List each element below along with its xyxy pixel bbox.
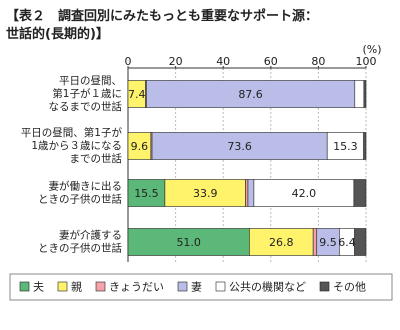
legend-label: 妻	[191, 281, 202, 294]
value-label: 73.6	[227, 140, 252, 153]
chart-title: 【表２ 調査回別にみたもっとも重要なサポート源：世話的(長期的)】	[6, 8, 318, 42]
x-tick-label: 20	[169, 55, 183, 68]
value-label: 26.8	[269, 236, 294, 249]
legend-swatch	[215, 281, 226, 292]
value-label: 42.0	[292, 187, 317, 200]
bar-segment	[326, 132, 364, 160]
value-label: 87.6	[238, 88, 263, 101]
bar-segment	[249, 228, 314, 256]
category-label: 平日の昼間、第1子が１歳になるまでの世話	[49, 75, 123, 113]
value-label: 33.9	[193, 187, 218, 200]
bar-segment	[363, 132, 367, 160]
x-tick-label: 40	[216, 55, 230, 68]
legend-label: きょうだい	[109, 281, 164, 294]
x-tick-label: 0	[125, 55, 132, 68]
bar-segment	[354, 80, 365, 108]
x-tick-label: 80	[311, 55, 325, 68]
bar-segment	[127, 179, 166, 207]
legend-swatch	[95, 281, 106, 292]
value-label: 7.4	[128, 88, 146, 101]
bar-segment	[247, 179, 255, 207]
value-label: 6.4	[338, 236, 356, 249]
value-label: 9.5	[319, 236, 337, 249]
x-tick-label: 100	[356, 55, 377, 68]
x-tick-label: 60	[264, 55, 278, 68]
bar-segment	[312, 228, 318, 256]
bar-segment	[353, 179, 367, 207]
bar-segment	[146, 80, 356, 108]
legend-label: 夫	[33, 281, 44, 294]
category-label: 妻が働きに出るときの子供の世話	[38, 180, 122, 206]
bar-segment	[127, 228, 250, 256]
category-label: 平日の昼間、第1子が 1歳から３歳になるまでの世話	[21, 126, 123, 165]
legend-label: その他	[333, 281, 366, 294]
bar-segment	[151, 132, 328, 160]
value-label: 9.6	[131, 140, 149, 153]
bar-segment	[164, 179, 246, 207]
unit-label: (%)	[362, 43, 381, 56]
legend-swatch	[177, 281, 188, 292]
legend-label: 親	[71, 281, 82, 294]
legend-swatch	[57, 281, 68, 292]
bar-segment	[354, 228, 367, 256]
value-label: 15.5	[134, 187, 159, 200]
legend-box	[9, 273, 393, 301]
value-label: 15.3	[333, 140, 358, 153]
legend-label: 公共の機関など	[229, 280, 306, 294]
category-label: 妻が介護するときの子供の世話	[38, 229, 122, 255]
legend-swatch	[19, 281, 30, 292]
bar-segment	[363, 80, 367, 108]
legend-swatch	[319, 281, 330, 292]
bar-segment	[245, 179, 249, 207]
value-label: 51.0	[176, 236, 201, 249]
